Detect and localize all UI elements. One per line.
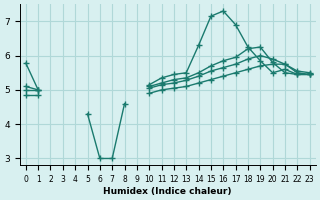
X-axis label: Humidex (Indice chaleur): Humidex (Indice chaleur) (103, 187, 232, 196)
